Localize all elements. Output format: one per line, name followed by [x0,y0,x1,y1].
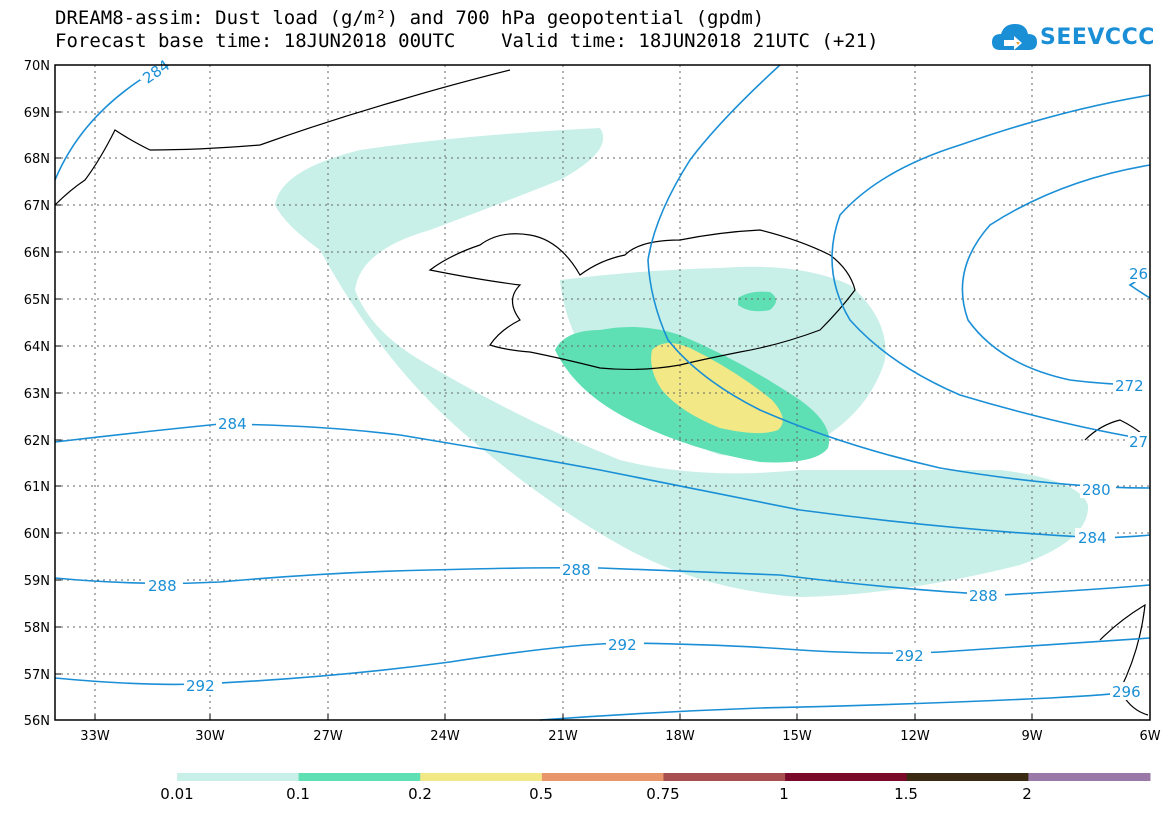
contour-label: 284 [218,415,247,433]
lon-label: 6W [1139,729,1160,744]
colorbar-swatch [420,773,543,781]
lat-label: 66N [24,246,50,261]
lat-label: 68N [24,152,50,167]
colorbar-swatch [906,773,1029,781]
colorbar-label: 0.75 [646,785,680,803]
lon-label: 24W [430,729,460,744]
colorbar-label: 0.1 [286,785,310,803]
lat-label: 57N [24,668,50,683]
lon-label: 27W [313,729,343,744]
seevccc-logo: SEEVCCC [990,18,1154,58]
lon-label: 12W [900,729,930,744]
dust-field-high [651,342,783,434]
contour-label: 284 [1078,529,1107,547]
colorbar-label: 0.01 [160,785,194,803]
colorbar-label: 1.5 [894,785,918,803]
colorbar-label: 2 [1022,785,1032,803]
lat-label: 64N [24,340,50,355]
lon-label: 33W [80,729,110,744]
lat-label: 63N [24,387,50,402]
contour-label: 296 [1112,683,1141,701]
colorbar-swatch [298,773,421,781]
colorbar-label: 0.2 [408,785,432,803]
colorbar-swatch [785,773,908,781]
lat-label: 67N [24,199,50,214]
map-subtitle: Forecast base time: 18JUN2018 00UTC Vali… [55,30,879,52]
colorbar-swatch [663,773,786,781]
lat-label: 61N [24,480,50,495]
lon-label: 15W [782,729,812,744]
graticule [55,65,1150,720]
contour-label: 284 [139,56,173,87]
contour-labels: 284 284 284 280 288 288 288 292 292 292 … [139,56,1150,701]
colorbar [177,773,1151,781]
lat-label: 65N [24,293,50,308]
contour-280 [647,64,1151,489]
contour-276 [831,94,1151,441]
contour-296 [539,689,1151,721]
longitude-labels: 33W 30W 27W 24W 21W 18W 15W 12W 9W 6W [80,729,1160,744]
lat-label: 58N [24,621,50,636]
colorbar-swatch [177,773,300,781]
contour-label: 288 [148,577,177,595]
contour-label: 292 [895,647,924,665]
lat-label: 69N [24,106,50,121]
axis-ticks [55,64,1033,720]
colorbar-swatch [541,773,664,781]
latitude-labels: 70N 69N 68N 67N 66N 65N 64N 63N 62N 61N … [24,59,50,729]
logo-text: SEEVCCC [1040,25,1155,50]
contour-label: 292 [608,636,637,654]
lat-label: 56N [24,714,50,729]
map-title: DREAM8-assim: Dust load (g/m²) and 700 h… [55,7,765,29]
coastlines [54,69,1149,716]
lat-label: 60N [24,527,50,542]
lat-label: 62N [24,434,50,449]
contour-label: 27 [1129,433,1148,451]
colorbar-swatch [1028,773,1151,781]
lat-label: 59N [24,574,50,589]
contour-272 [961,164,1151,386]
contour-label: 292 [186,677,215,695]
contour-label: 272 [1115,377,1144,395]
contour-label: 280 [1082,481,1111,499]
lat-label: 70N [24,59,50,74]
lon-label: 30W [195,729,225,744]
colorbar-label: 0.5 [529,785,553,803]
cloud-icon [992,24,1037,50]
lon-label: 21W [548,729,578,744]
contour-label: 288 [562,561,591,579]
lon-label: 18W [665,729,695,744]
contour-label: 26 [1129,265,1148,283]
contour-label: 288 [969,587,998,605]
colorbar-label: 1 [779,785,789,803]
lon-label: 9W [1021,729,1042,744]
